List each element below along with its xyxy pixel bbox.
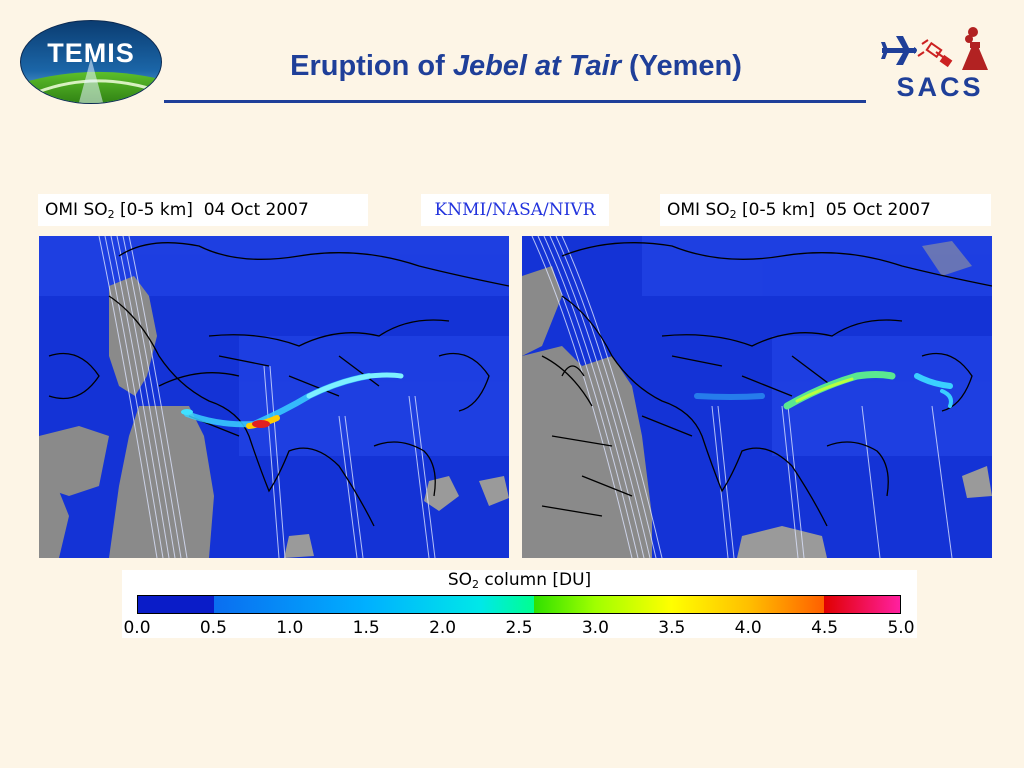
colorbar-tick-label: 0.0: [123, 618, 151, 638]
page-title: Eruption of Jebel at Tair (Yemen): [166, 50, 866, 83]
temis-logo-text: TEMIS: [47, 38, 135, 68]
title-part-2: (Yemen): [620, 50, 742, 82]
volcano-icon: [962, 27, 988, 70]
colorbar-tick-label: 3.5: [658, 618, 686, 638]
colorbar-title-unit: column [DU]: [478, 570, 592, 590]
map-left-label-subscript: 2: [107, 208, 115, 221]
map-left-label-date: [0-5 km] 04 Oct 2007: [114, 200, 309, 220]
map-right-label-subscript: 2: [729, 208, 737, 221]
map-right-label: OMI SO2 [0-5 km] 05 Oct 2007: [660, 194, 991, 226]
airplane-icon: [881, 36, 917, 65]
map-left-label-species: OMI SO: [45, 200, 108, 220]
so2-plume-04-oct: [181, 372, 404, 429]
map-left-label: OMI SO2 [0-5 km] 04 Oct 2007: [38, 194, 368, 226]
colorbar-legend: SO2 column [DU] 0.0 0.5 1.0 1.5 2.0 2.5 3.0 3.5…: [122, 570, 917, 638]
colorbar-title: SO2 column [DU]: [122, 570, 917, 595]
colorbar-tick-label: 1.5: [352, 618, 380, 638]
colorbar-tick-label: 2.5: [505, 618, 533, 638]
colorbar-gradient: [137, 595, 901, 614]
colorbar-tick-label: 4.0: [734, 618, 762, 638]
title-underline: [164, 100, 866, 103]
so2-plume-05-oct: [694, 371, 953, 410]
sacs-logo-text: SACS: [896, 72, 984, 102]
temis-logo: TEMIS: [18, 18, 164, 106]
data-credit: KNMI/NASA/NIVR: [421, 194, 609, 226]
colorbar-title-species: SO: [447, 570, 472, 590]
satellite-icon: [917, 39, 953, 68]
colorbar-tick-label: 2.0: [429, 618, 457, 638]
colorbar-tick-label: 3.0: [581, 618, 609, 638]
map-right-label-date: [0-5 km] 05 Oct 2007: [736, 200, 931, 220]
sacs-logo: SACS: [876, 22, 1000, 102]
colorbar-tick-label: 0.5: [199, 618, 227, 638]
colorbar-title-subscript: 2: [471, 578, 479, 591]
colorbar-tick-label: 5.0: [887, 618, 915, 638]
map-right-label-species: OMI SO: [667, 200, 730, 220]
so2-map-04-oct: [39, 235, 510, 559]
title-volcano-name: Jebel at Tair: [452, 50, 621, 82]
so2-map-05-oct: [522, 235, 993, 559]
colorbar-tick-label: 1.0: [276, 618, 304, 638]
title-part-1: Eruption of: [290, 50, 453, 82]
colorbar-tick-label: 4.5: [811, 618, 839, 638]
